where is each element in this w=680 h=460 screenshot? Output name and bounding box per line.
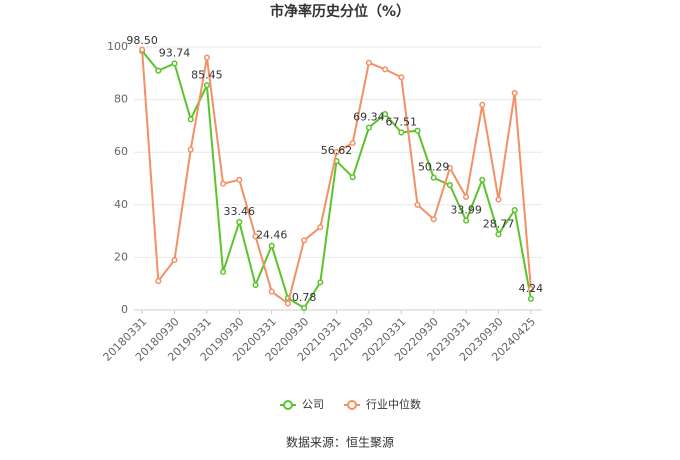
point	[236, 218, 243, 226]
point	[430, 174, 437, 181]
data-label: 4.24	[519, 282, 544, 295]
y-tick-label: 60	[114, 145, 128, 158]
point	[430, 216, 437, 223]
y-tick-label: 0	[121, 303, 128, 316]
point	[317, 224, 324, 231]
point	[317, 279, 324, 286]
point	[252, 233, 259, 240]
y-tick-label: 80	[114, 93, 128, 106]
data-label: 0.78	[292, 291, 317, 304]
point	[446, 164, 453, 172]
point	[203, 54, 210, 61]
point	[414, 127, 421, 134]
point	[495, 231, 502, 238]
point	[527, 295, 534, 302]
data-label: 85.45	[191, 68, 223, 81]
data-label: 24.46	[256, 229, 288, 242]
point	[203, 82, 210, 89]
point	[139, 46, 146, 53]
point	[252, 281, 259, 289]
legend-label: 行业中位数	[366, 397, 421, 411]
point	[171, 256, 178, 264]
source-note: 数据来源：恒生聚源	[286, 435, 394, 450]
legend-marker	[283, 400, 293, 410]
point	[301, 304, 308, 311]
point	[479, 101, 486, 108]
point	[236, 176, 243, 183]
point	[171, 60, 178, 67]
data-label: 50.29	[418, 161, 450, 174]
legend-marker	[347, 400, 357, 410]
point	[284, 300, 291, 307]
point	[220, 180, 227, 187]
data-label: 33.46	[224, 205, 256, 218]
y-tick-label: 40	[114, 198, 128, 211]
point	[349, 139, 356, 147]
chart-title: 市净率历史分位（%）	[270, 3, 410, 20]
point	[365, 59, 372, 66]
point	[349, 174, 356, 181]
point	[495, 196, 502, 203]
point	[511, 207, 518, 214]
point	[268, 288, 275, 295]
point	[398, 74, 405, 81]
point	[187, 146, 194, 153]
series-line	[141, 49, 532, 306]
point	[382, 66, 389, 73]
data-label: 69.34	[353, 111, 385, 124]
point	[268, 242, 275, 249]
point	[187, 116, 194, 123]
point	[333, 149, 340, 156]
point	[446, 182, 453, 189]
legend-label: 公司	[302, 398, 324, 411]
data-label: 56.62	[321, 144, 353, 157]
point	[382, 111, 389, 118]
point	[301, 237, 308, 244]
data-label: 33.99	[450, 204, 482, 217]
data-label: 28.77	[483, 217, 515, 230]
point	[398, 129, 405, 136]
y-tick-label: 20	[114, 250, 128, 263]
point	[155, 278, 162, 285]
point	[527, 285, 534, 293]
point	[155, 67, 162, 74]
data-label: 93.74	[159, 46, 191, 59]
point	[414, 201, 421, 208]
data-label: 67.51	[386, 115, 418, 128]
data-label: 98.50	[126, 34, 158, 47]
point	[220, 268, 227, 275]
point	[463, 193, 470, 200]
y-tick-label: 100	[107, 40, 128, 53]
point	[511, 89, 518, 97]
point	[365, 124, 372, 131]
point	[479, 176, 486, 183]
point	[463, 217, 470, 224]
